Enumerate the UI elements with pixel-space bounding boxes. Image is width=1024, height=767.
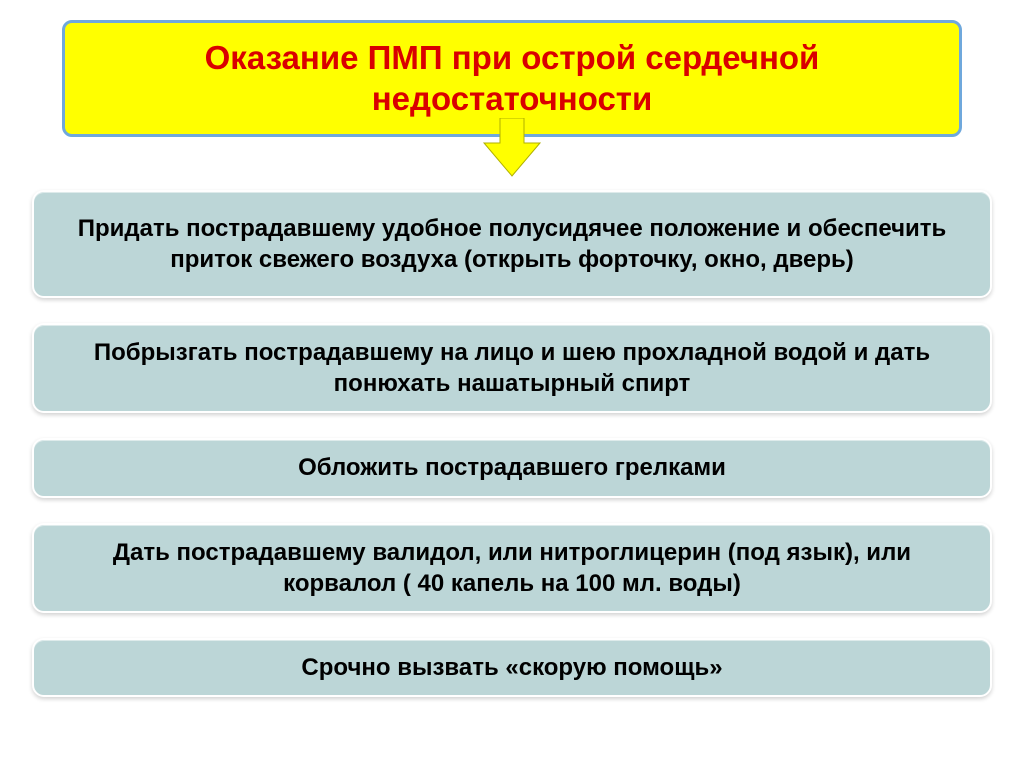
step-2: Побрызгать пострадавшему на лицо и шею п… xyxy=(32,323,992,413)
arrow-path xyxy=(484,118,540,176)
step-4: Дать пострадавшему валидол, или нитрогли… xyxy=(32,523,992,613)
step-1: Придать пострадавшему удобное полусидяче… xyxy=(32,190,992,298)
steps-container: Придать пострадавшему удобное полусидяче… xyxy=(32,190,992,697)
step-5: Срочно вызвать «скорую помощь» xyxy=(32,638,992,697)
down-arrow-icon xyxy=(482,118,542,178)
step-3: Обложить пострадавшего грелками xyxy=(32,438,992,497)
